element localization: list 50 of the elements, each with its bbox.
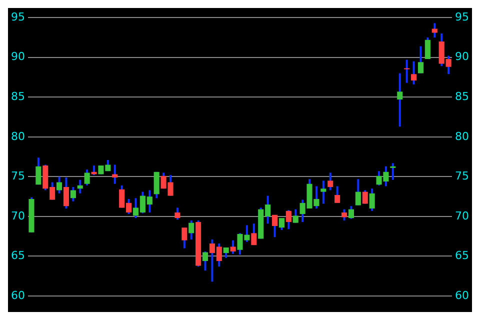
candlestick	[112, 164, 118, 185]
candlestick	[56, 176, 62, 194]
candlestick	[362, 189, 368, 205]
y2-tick-label: 85	[455, 90, 470, 103]
candlestick	[355, 178, 361, 206]
candlestick	[272, 214, 278, 238]
y2-tick-label: 90	[455, 50, 470, 64]
candlestick	[397, 72, 403, 128]
candlestick	[418, 45, 424, 74]
y2-tick-label: 70	[455, 209, 470, 222]
y-tick-label: 75	[10, 170, 25, 183]
candlestick	[202, 250, 208, 272]
candlestick	[251, 222, 257, 246]
candlestick	[182, 226, 188, 250]
candlestick	[174, 206, 180, 221]
candlestick	[36, 156, 42, 186]
candlestick	[91, 164, 97, 176]
y2-tick-label: 65	[455, 249, 470, 262]
candlestick	[286, 209, 292, 230]
candlestick	[424, 36, 430, 60]
candlestick	[410, 60, 417, 86]
candlestick	[341, 208, 348, 222]
y-tick-label: 70	[10, 209, 25, 222]
candlestick	[230, 239, 236, 255]
y-tick-label: 80	[10, 130, 25, 143]
candlestick	[154, 170, 160, 200]
y2-tick-label: 95	[455, 10, 470, 24]
y2-tick-label: 75	[455, 170, 470, 183]
candlestick	[369, 188, 375, 212]
candlestick	[63, 176, 70, 210]
y-tick-label: 90	[10, 50, 25, 64]
candlestick	[334, 185, 340, 204]
candlestick	[328, 172, 334, 192]
y2-tick-label: 80	[455, 130, 470, 143]
candlestick	[77, 178, 83, 194]
candlestick	[188, 219, 194, 241]
y2-tick-label: 60	[455, 288, 470, 302]
candlestick	[390, 162, 396, 181]
candlestick	[432, 22, 438, 38]
candlestick	[292, 208, 298, 224]
y-tick-label: 85	[10, 90, 25, 103]
candlestick	[404, 58, 410, 84]
candlestick	[348, 205, 354, 220]
y-tick-label: 60	[10, 288, 25, 302]
candlestick	[84, 168, 90, 186]
candlestick	[278, 217, 284, 231]
candlestick	[70, 186, 76, 202]
y-tick-label: 95	[10, 10, 25, 24]
y-tick-label: 65	[10, 249, 25, 262]
candlestick	[320, 180, 326, 205]
